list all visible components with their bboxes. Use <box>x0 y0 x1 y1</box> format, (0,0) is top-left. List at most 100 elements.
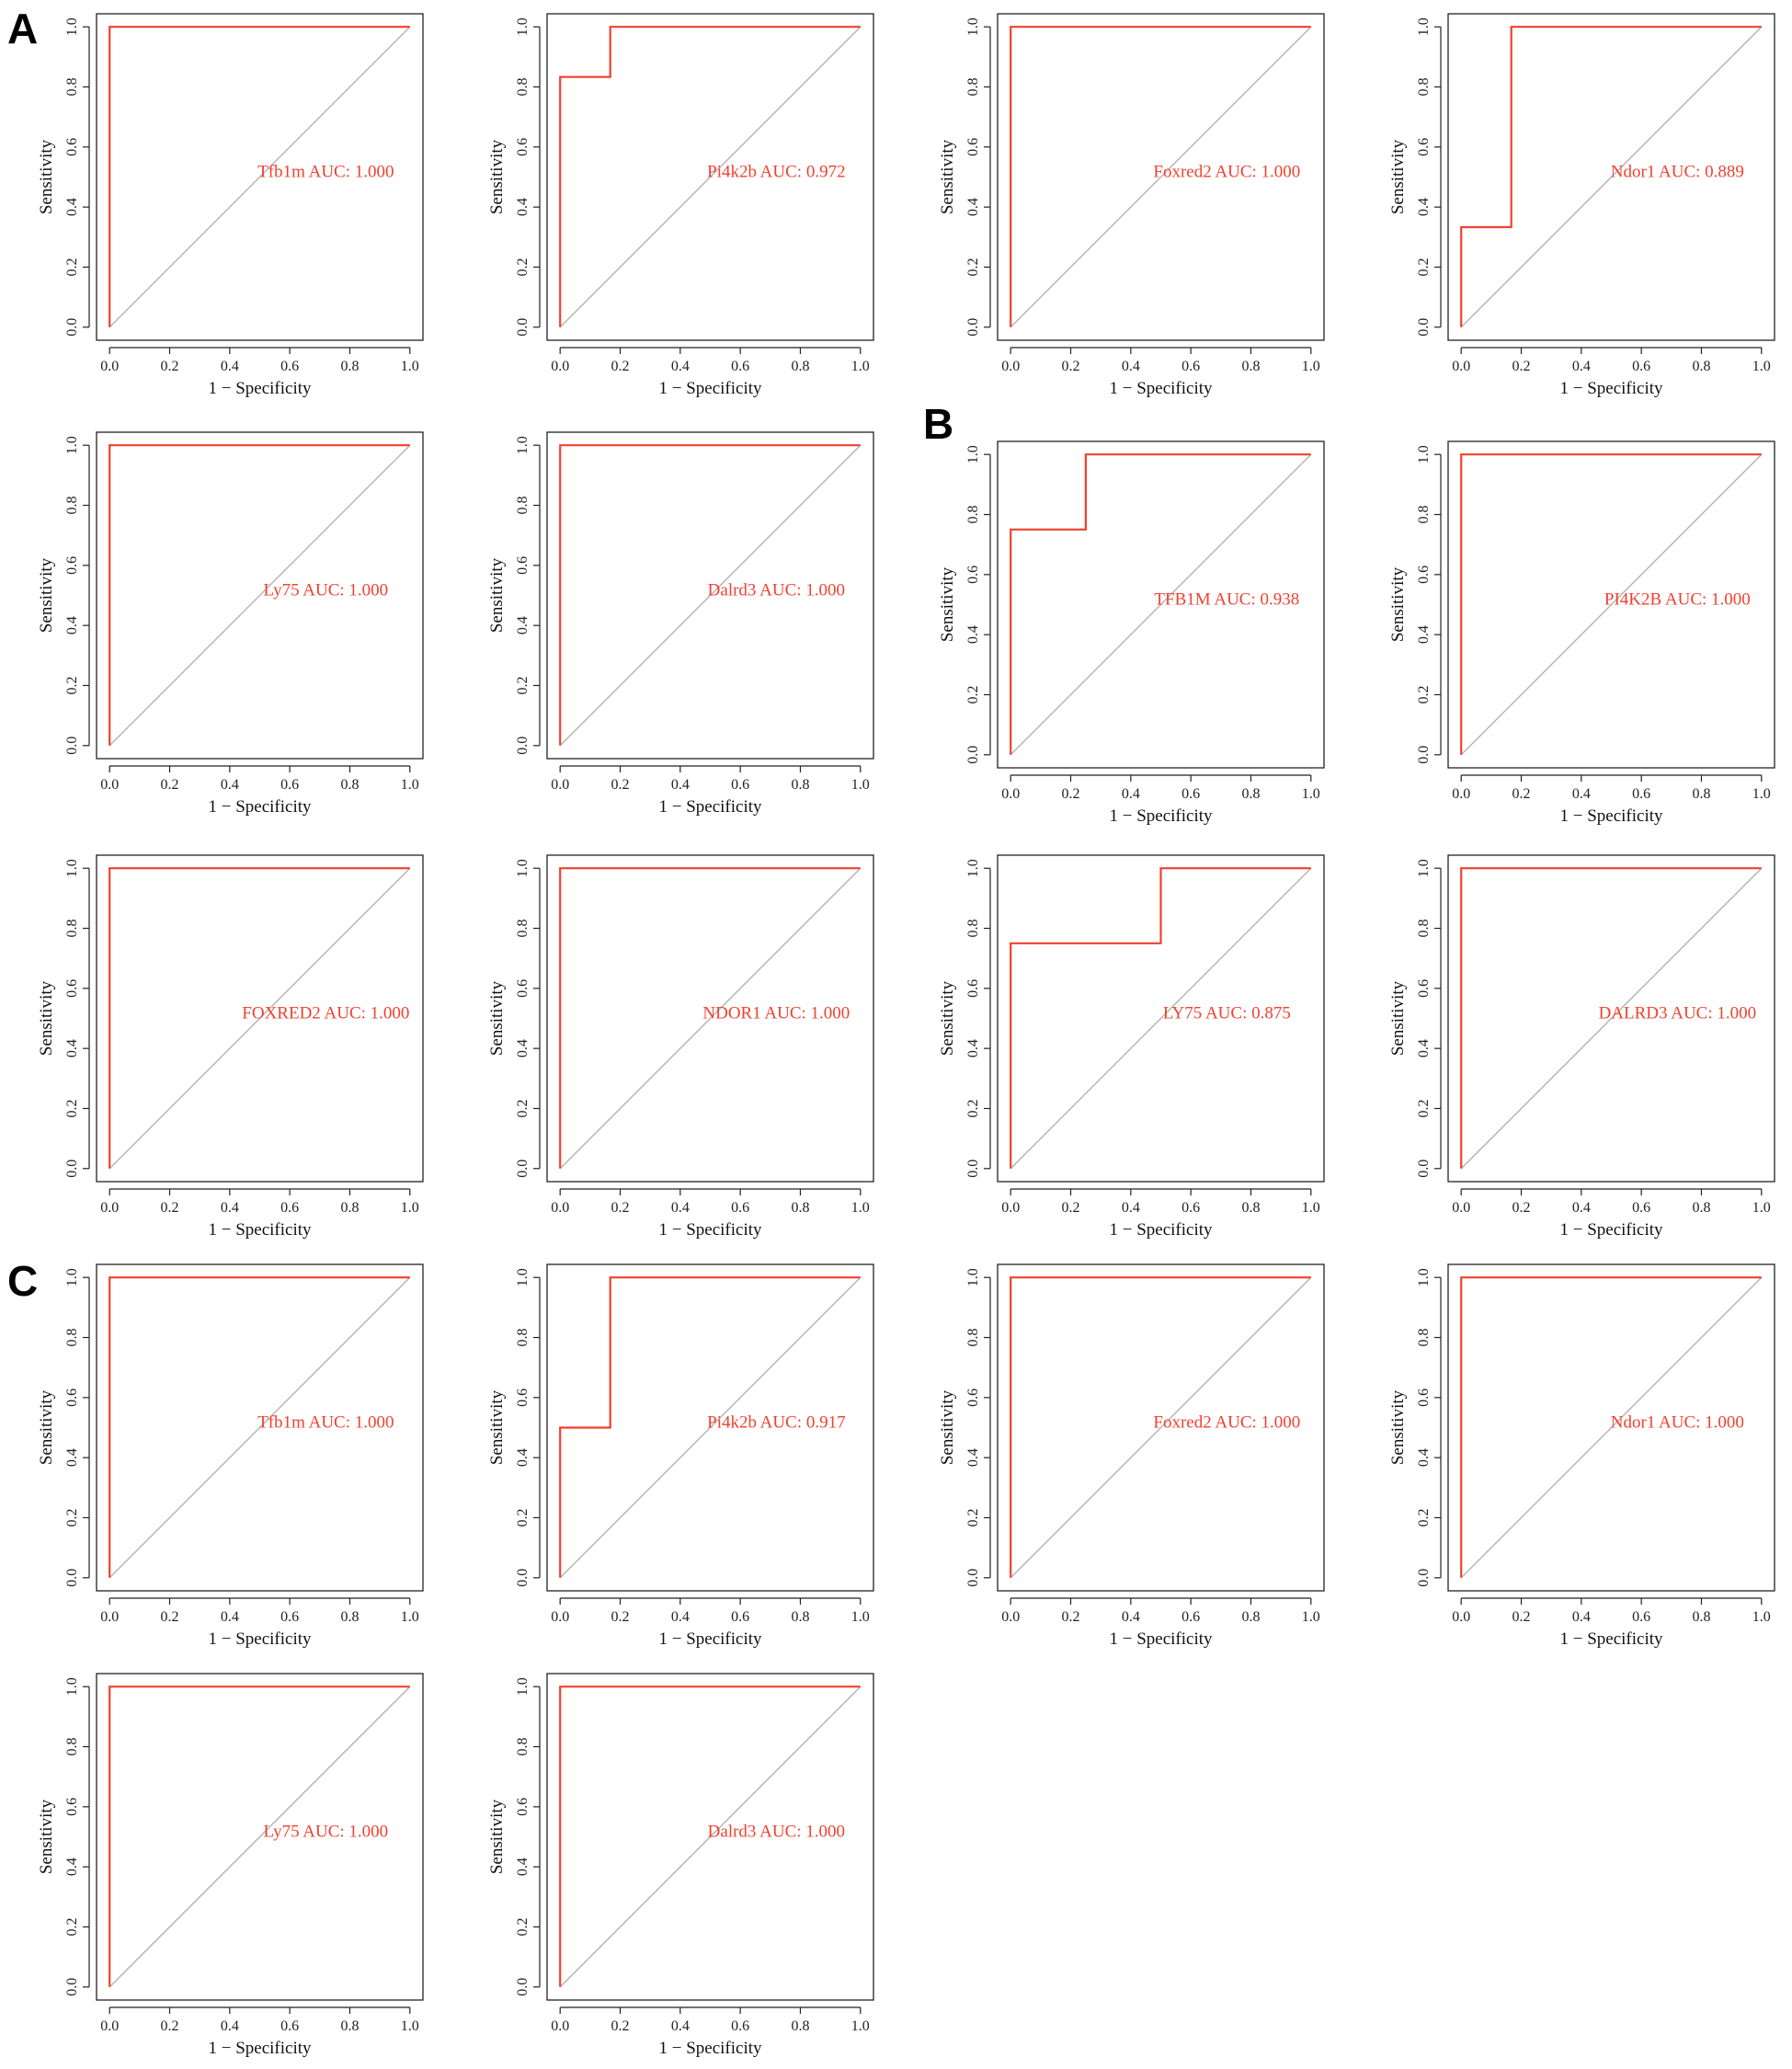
y-axis-label: Sensitivity <box>1388 139 1408 214</box>
x-tick-label: 0.4 <box>671 2018 690 2034</box>
x-tick-label: 0.8 <box>1241 1609 1260 1625</box>
auc-annotation: PI4K2B AUC: 1.000 <box>1604 590 1751 610</box>
y-tick-label: 1.0 <box>64 859 80 877</box>
reference-diagonal <box>108 1686 411 1988</box>
y-tick-label: 0.0 <box>64 737 80 755</box>
roc-curve <box>108 444 410 746</box>
x-axis-label: 1 − Specificity <box>658 2039 762 2058</box>
y-tick-label: 0.8 <box>1416 78 1432 97</box>
x-tick-label: 1.0 <box>1752 1609 1771 1625</box>
x-axis-label: 1 − Specificity <box>658 797 762 817</box>
reference-diagonal <box>1460 867 1763 1170</box>
x-tick-label: 0.8 <box>791 2018 809 2034</box>
y-axis-label: Sensitivity <box>1388 980 1408 1056</box>
x-tick-label: 0.8 <box>791 359 809 374</box>
y-tick-label: 0.8 <box>515 1329 531 1347</box>
y-axis-label: Sensitivity <box>938 980 957 1056</box>
x-tick-label: 0.8 <box>1692 1609 1710 1625</box>
y-tick-label: 0.4 <box>965 1039 981 1057</box>
roc-curve <box>559 444 861 746</box>
auc-annotation: FOXRED2 AUC: 1.000 <box>242 1004 409 1023</box>
x-axis-label: 1 − Specificity <box>1109 1629 1213 1649</box>
reference-diagonal <box>1010 26 1312 328</box>
x-tick-label: 1.0 <box>401 359 419 374</box>
x-tick-label: 1.0 <box>1302 359 1320 374</box>
y-tick-label: 0.0 <box>515 1569 531 1587</box>
x-tick-label: 1.0 <box>401 2018 419 2034</box>
x-tick-label: 0.0 <box>551 1200 569 1216</box>
x-tick-label: 0.2 <box>161 359 179 374</box>
roc-curve <box>559 867 861 1169</box>
y-tick-label: 0.2 <box>515 1099 531 1117</box>
plot-frame <box>546 1673 874 2001</box>
roc-chart-12: 0.0 0.2 0.4 0.6 0.8 1.0 1 − Specificity 0.0 0.2 0… <box>1388 854 1775 1240</box>
auc-annotation: Pi4k2b AUC: 0.917 <box>707 1413 845 1433</box>
roc-curve <box>108 1276 410 1578</box>
roc-chart-16: 0.0 0.2 0.4 0.6 0.8 1.0 1 − Specificity 0.0 0.2 0… <box>1388 1263 1775 1649</box>
y-tick-label: 0.6 <box>515 1389 531 1407</box>
y-tick-label: 0.0 <box>965 1569 981 1587</box>
y-tick-label: 0.0 <box>64 1569 80 1587</box>
x-tick-label: 0.8 <box>1241 786 1260 802</box>
plot-frame <box>1447 440 1775 769</box>
x-tick-label: 0.6 <box>1181 1200 1200 1216</box>
y-tick-label: 0.6 <box>64 979 80 998</box>
y-tick-label: 0.0 <box>64 318 80 337</box>
y-tick-label: 1.0 <box>1416 859 1432 877</box>
y-axis-label: Sensitivity <box>487 1799 507 1874</box>
roc-curve <box>108 1686 410 1987</box>
y-axis-label: Sensitivity <box>938 566 957 642</box>
plot-frame <box>997 854 1325 1183</box>
y-tick-label: 0.2 <box>64 1099 80 1117</box>
y-axis-label: Sensitivity <box>37 139 56 214</box>
x-tick-label: 0.4 <box>1572 1609 1591 1625</box>
roc-curve <box>1010 453 1311 755</box>
auc-annotation: Tfb1m AUC: 1.000 <box>257 163 394 182</box>
auc-annotation: Foxred2 AUC: 1.000 <box>1153 1413 1300 1433</box>
y-tick-label: 0.0 <box>64 1160 80 1178</box>
roc-curve <box>108 26 410 327</box>
plot-frame <box>96 431 424 760</box>
y-tick-label: 1.0 <box>515 1677 531 1696</box>
y-tick-label: 0.8 <box>64 1329 80 1347</box>
y-tick-label: 0.4 <box>1416 198 1432 216</box>
x-tick-label: 0.0 <box>551 777 569 793</box>
y-axis-label: Sensitivity <box>487 139 507 214</box>
x-tick-label: 1.0 <box>1302 1200 1320 1216</box>
plot-frame <box>546 431 874 760</box>
y-axis-label: Sensitivity <box>1388 1389 1408 1465</box>
x-tick-label: 0.6 <box>280 1609 299 1625</box>
y-axis-label: Sensitivity <box>37 1389 56 1465</box>
x-tick-label: 0.4 <box>221 2018 239 2034</box>
x-tick-label: 0.6 <box>731 1609 749 1625</box>
y-tick-label: 1.0 <box>965 17 981 36</box>
x-tick-label: 0.2 <box>1512 1609 1531 1625</box>
roc-curve <box>1010 867 1311 1169</box>
x-tick-label: 0.6 <box>731 777 749 793</box>
reference-diagonal <box>559 867 862 1170</box>
y-tick-label: 0.8 <box>965 506 981 524</box>
panel-label-b: B <box>923 400 954 448</box>
x-tick-label: 0.8 <box>1692 359 1710 374</box>
x-axis-label: 1 − Specificity <box>1559 1220 1663 1240</box>
y-tick-label: 0.2 <box>1416 1508 1432 1526</box>
roc-chart-3: 0.0 0.2 0.4 0.6 0.8 1.0 1 − Specificity 0.0 0.2 0… <box>938 13 1325 398</box>
x-tick-label: 1.0 <box>851 1609 870 1625</box>
x-tick-label: 0.0 <box>1001 359 1020 374</box>
x-axis-label: 1 − Specificity <box>208 797 312 817</box>
y-tick-label: 1.0 <box>1416 17 1432 36</box>
roc-chart-13: 0.0 0.2 0.4 0.6 0.8 1.0 1 − Specificity 0.0 0.2 0… <box>37 1263 424 1649</box>
panel-label-a: A <box>7 5 39 52</box>
y-tick-label: 1.0 <box>1416 445 1432 463</box>
y-tick-label: 0.6 <box>965 138 981 156</box>
x-tick-label: 0.6 <box>1181 359 1200 374</box>
x-tick-label: 1.0 <box>1752 1200 1771 1216</box>
x-tick-label: 1.0 <box>401 1200 419 1216</box>
x-tick-label: 0.6 <box>1632 1200 1650 1216</box>
x-tick-label: 0.8 <box>791 777 809 793</box>
x-tick-label: 0.4 <box>221 1200 239 1216</box>
plot-frame <box>997 1263 1325 1592</box>
x-tick-label: 0.4 <box>1572 786 1591 802</box>
x-tick-label: 0.0 <box>100 359 119 374</box>
auc-annotation: LY75 AUC: 0.875 <box>1163 1004 1291 1023</box>
